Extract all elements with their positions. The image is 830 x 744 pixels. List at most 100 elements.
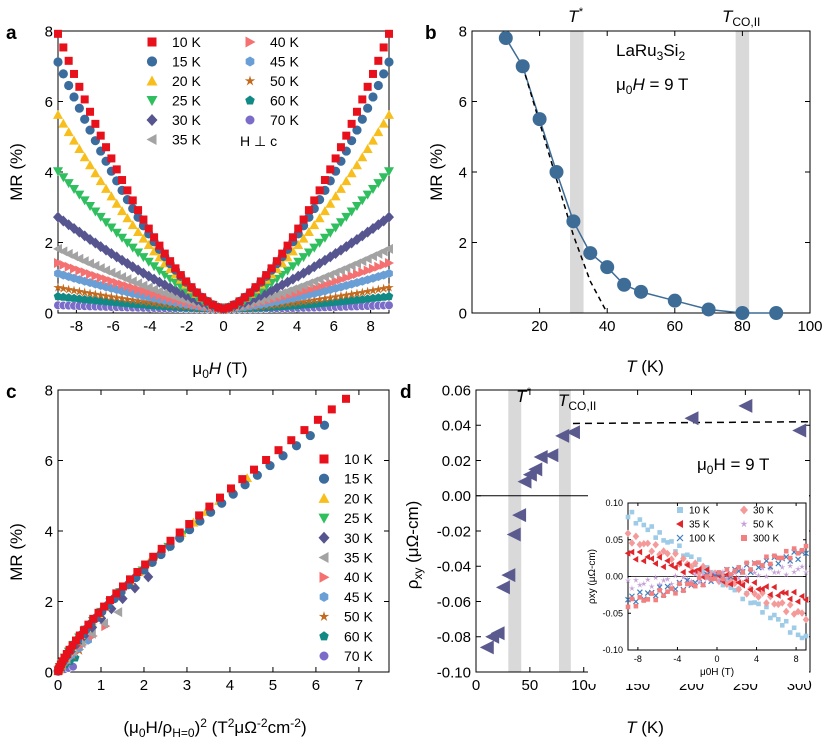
- panel-a-point-25K: [149, 262, 160, 272]
- panel-a-point-10K: [358, 95, 367, 104]
- panel-a-point-20K: [298, 233, 309, 243]
- panel-a-ytick-label: 0: [45, 305, 53, 322]
- panel-a-point-40K: [80, 267, 90, 278]
- panel-c-legend-marker: [318, 513, 330, 524]
- panel-a-point-25K: [63, 179, 74, 189]
- panel-d-inset-point: [688, 554, 694, 559]
- panel-c-point-10K: [300, 426, 309, 435]
- panel-a-point-50K: [373, 284, 384, 294]
- panel-d-inset-point: [648, 547, 656, 556]
- panel-a-point-40K: [352, 269, 362, 280]
- panel-d-inset-point: [687, 568, 694, 576]
- panel-d-ytick-label: -0.04: [437, 559, 471, 576]
- panel-a-point-20K: [143, 240, 154, 250]
- panel-label-a: a: [6, 23, 17, 44]
- panel-d-inset-point: [775, 592, 781, 599]
- panel-a-point-50K: [79, 287, 90, 297]
- panel-d-inset-point: [783, 548, 789, 554]
- panel-d-inset-point: [715, 577, 723, 584]
- panel-d-inset-point: [624, 529, 632, 538]
- panel-d-inset-point: [636, 581, 644, 588]
- panel-d-inset-point: [692, 571, 699, 578]
- panel-c-ytick-label: 0: [45, 664, 53, 681]
- panel-a-legend-marker: [244, 114, 256, 126]
- panel-a-point-40K: [102, 274, 112, 285]
- panel-a-legend-label: 40 K: [270, 34, 299, 50]
- panel-b-shade-band: [735, 31, 750, 313]
- panel-d-inset-point: [640, 580, 647, 587]
- panel-a-ytick-label: 2: [45, 235, 53, 252]
- panel-d-inset-point: [664, 575, 671, 582]
- panel-d-inset-legend-marker: [741, 535, 747, 541]
- panel-c-point-10K: [274, 446, 283, 455]
- panel-a-point-20K: [90, 168, 101, 178]
- panel-a-point-40K: [64, 261, 74, 272]
- panel-d-inset-point: [711, 570, 719, 577]
- panel-a-point-70K: [384, 300, 394, 310]
- panel-d-ytick-label: 0.00: [442, 488, 471, 505]
- panel-a-point-25K: [101, 218, 112, 228]
- panel-c-legend-marker: [318, 531, 330, 544]
- panel-b-tstar: T*: [568, 6, 583, 26]
- panel-d-inset-point: [771, 583, 777, 591]
- panel-d-inset-legend-marker: [676, 520, 683, 528]
- panel-a-legend-marker: [245, 56, 255, 67]
- panel-a-point-10K: [214, 303, 223, 312]
- panel-c-legend-marker: [319, 631, 329, 641]
- panel-d-inset-point: [645, 597, 651, 602]
- panel-d-inset-point: [672, 564, 678, 571]
- panel-a-point-20K: [149, 246, 160, 256]
- panel-a-point-15K: [384, 57, 394, 67]
- panel-a-point-20K: [341, 176, 352, 186]
- panel-b-ytick-label: 4: [459, 164, 467, 181]
- panel-d-inset-point: [764, 604, 769, 610]
- panel-a-point-20K: [335, 183, 346, 193]
- panel-a-point-25K: [85, 201, 96, 211]
- panel-a-xtick-label: -4: [143, 318, 156, 335]
- panel-d-inset-point: [744, 560, 749, 566]
- panel-a-point-50K: [127, 295, 138, 305]
- panel-c-point-10K: [72, 636, 81, 645]
- panel-d-xtick-label: 0: [472, 677, 480, 694]
- panel-c-legend-label: 60 K: [344, 628, 373, 644]
- panel-a-point-25K: [319, 233, 330, 243]
- panel-a-legend-marker: [146, 56, 158, 67]
- panel-c-ytick-label: 6: [45, 453, 53, 470]
- panel-a-point-40K: [91, 270, 101, 281]
- panel-a-point-10K: [112, 165, 121, 174]
- panel-d-inset-point: [636, 540, 644, 549]
- panel-d-inset-point: [712, 576, 718, 581]
- panel-d-ytick-label: -0.02: [437, 523, 471, 540]
- panel-b-point: [498, 31, 513, 46]
- panel-d-inset-point: [755, 585, 761, 593]
- panel-a-legend-label: 15 K: [172, 54, 201, 70]
- panel-b-point: [515, 59, 530, 74]
- panel-a-ytick-label: 4: [45, 164, 53, 181]
- panel-a-point-50K: [357, 287, 368, 297]
- panel-b-point: [566, 214, 581, 229]
- panel-d-inset-point: [731, 579, 739, 588]
- panel-d-inset-point: [764, 554, 769, 560]
- panel-d-inset-legend-label: 10 K: [689, 506, 710, 517]
- panel-b-xlabel: T (K): [626, 357, 664, 376]
- panel-d-inset-point: [732, 568, 738, 574]
- panel-d-ylabel: ρxy (μΩ-cm): [403, 501, 425, 590]
- panel-b-ytick-label: 0: [459, 305, 467, 322]
- panel-a-point-20K: [346, 168, 357, 178]
- panel-d-inset-point: [748, 567, 753, 572]
- panel-c-ylabel: MR (%): [7, 523, 26, 581]
- panel-d-inset-point: [776, 555, 781, 561]
- panel-d-inset-point: [645, 527, 651, 533]
- panel-c-legend-label: 30 K: [344, 530, 373, 546]
- panel-d-inset-point: [668, 555, 675, 563]
- panel-d-point: [528, 462, 543, 477]
- panel-a-point-10K: [310, 196, 319, 205]
- panel-a-point-25K: [335, 218, 346, 228]
- panel-a-point-10K: [294, 224, 303, 233]
- panel-a-point-10K: [176, 271, 185, 280]
- panel-d-inset-point: [756, 560, 761, 565]
- panel-d-ytick-label: 0.02: [442, 453, 471, 470]
- panel-d-inset-point: [763, 573, 770, 580]
- panel-d-inset-point: [779, 555, 785, 561]
- panel-a-point-25K: [106, 223, 117, 233]
